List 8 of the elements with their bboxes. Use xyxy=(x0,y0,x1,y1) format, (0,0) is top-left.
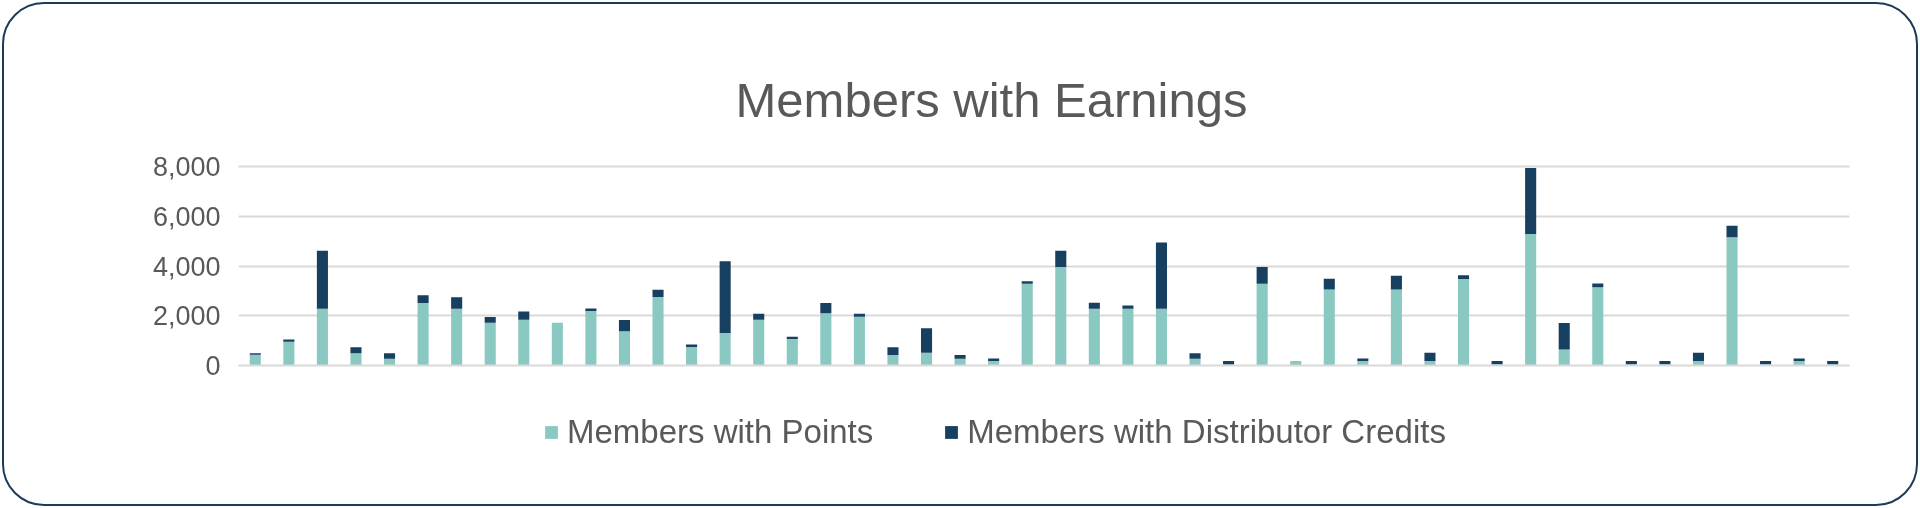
y-tick-label: 8,000 xyxy=(152,152,221,182)
y-tick-label: 4,000 xyxy=(152,251,221,282)
legend-label: Members with Distributor Credits xyxy=(967,413,1446,451)
y-tick-label: 6,000 xyxy=(152,201,221,232)
y-tick-label: 2,000 xyxy=(152,301,221,332)
chart-title: Members with Earnings xyxy=(735,72,1248,127)
legend-label: Members with Points xyxy=(567,413,874,451)
y-tick-label: 0 xyxy=(205,351,221,381)
